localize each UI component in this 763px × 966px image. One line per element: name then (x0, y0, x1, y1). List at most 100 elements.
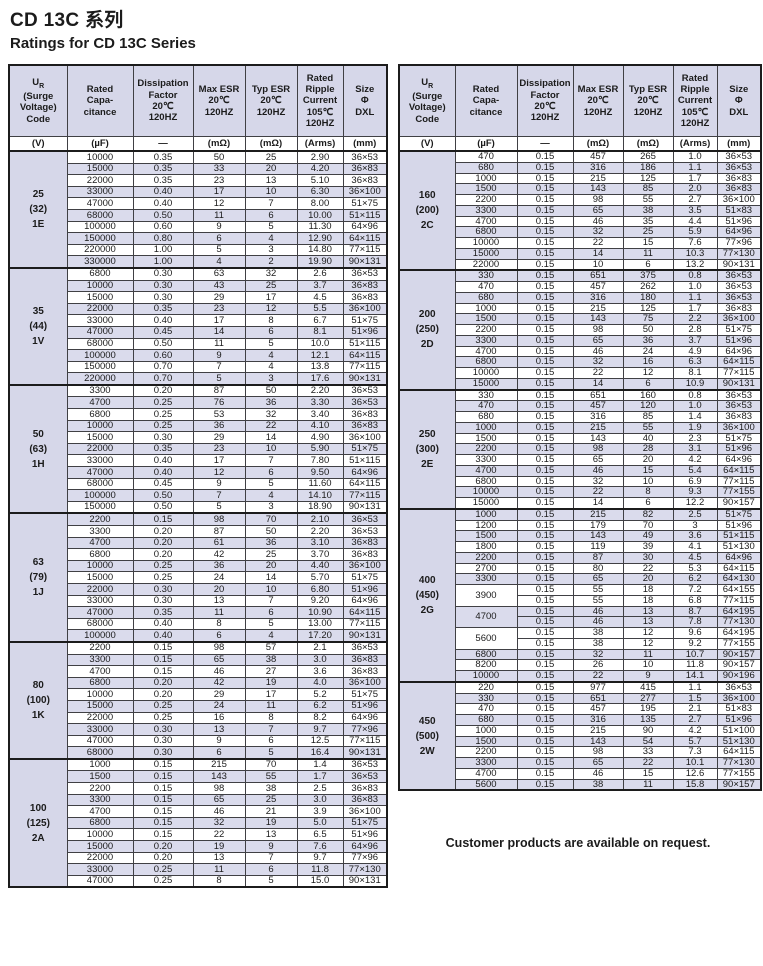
data-cell: 6 (622, 258, 674, 271)
data-cell: 2.90 (296, 150, 344, 164)
data-cell: 0.50 (132, 208, 194, 222)
data-cell: 98 (572, 194, 624, 206)
capacitance-cell: 15000 (66, 431, 134, 444)
voltage-code-line: 450 (418, 715, 436, 727)
data-cell: 77×96 (342, 851, 388, 865)
data-cell: 3 (672, 519, 718, 532)
data-cell: 36×83 (342, 408, 388, 421)
data-cell: 0.35 (132, 150, 194, 164)
data-cell: 24 (622, 345, 674, 358)
data-cell: 4.2 (672, 724, 718, 737)
data-cell: 13 (192, 594, 246, 608)
data-cell: 6 (244, 606, 298, 619)
capacitance-cell: 6800 (66, 548, 134, 561)
data-cell: 5.3 (672, 562, 718, 575)
table-head: UR (Surge Voltage) Code Rated Capa-citance Dis… (398, 64, 762, 152)
data-cell: 15.0 (296, 874, 344, 888)
data-cell: 90×157 (716, 648, 762, 661)
table-row: 33000 0.30 13 7 9.20 64×96 (9, 594, 388, 608)
data-cell: 457 (572, 281, 624, 293)
table-row: 2200 0.15 98 33 7.3 64×115 (399, 746, 762, 758)
capacitance-cell: 15000 (66, 571, 134, 584)
capacitance-cell: 2200 (454, 443, 518, 455)
data-cell: 18.90 (296, 500, 344, 514)
data-cell: 7.80 (296, 454, 344, 468)
data-cell: 77×115 (716, 367, 762, 379)
data-cell: 18 (622, 584, 674, 596)
data-cell: 977 (572, 681, 624, 694)
header-line: Rated (472, 83, 500, 95)
data-cell: 0.30 (132, 723, 194, 736)
data-cell: 0.15 (516, 681, 574, 694)
unit-cell: (Arms) (672, 136, 718, 152)
data-cell: 77×115 (716, 475, 762, 488)
data-cell: 77×155 (716, 767, 762, 780)
unit-cell: (mm) (342, 136, 388, 152)
data-cell: 0.15 (516, 269, 574, 283)
data-cell: 0.15 (516, 475, 574, 488)
data-cell: 7 (244, 197, 298, 210)
capacitance-cell: 10000 (66, 419, 134, 433)
capacitance-cell: 22000 (66, 174, 134, 187)
data-cell: 0.15 (132, 793, 194, 807)
data-cell: 4.40 (296, 559, 344, 573)
data-cell: 14 (572, 247, 624, 260)
data-cell: 10.0 (296, 337, 344, 351)
data-cell: 12 (192, 197, 246, 210)
data-cell: 51×75 (342, 442, 388, 456)
capacitance-cell: 15000 (66, 699, 134, 713)
data-cell: 64×96 (716, 454, 762, 466)
data-cell: 2.7 (672, 714, 718, 726)
capacitance-cell: 1000 (454, 508, 518, 521)
capacitance-cell: 68000 (66, 617, 134, 631)
capacitance-cell: 1500 (454, 735, 518, 748)
unit-cell: (V) (398, 136, 456, 152)
data-cell: 0.15 (516, 247, 574, 260)
data-cell: 20 (244, 162, 298, 176)
data-cell: 22 (192, 828, 246, 842)
data-cell: 0.15 (516, 454, 574, 466)
data-cell: 6 (622, 496, 674, 510)
data-cell: 51×75 (342, 197, 388, 210)
table-row: 100000 0.40 6 4 17.20 90×131 (9, 629, 388, 643)
data-cell: 25 (244, 793, 298, 807)
data-cell: 19 (244, 816, 298, 830)
table-row: 22000 0.20 13 7 9.7 77×96 (9, 851, 388, 865)
data-cell: 0.15 (516, 746, 574, 758)
data-cell: 8.7 (672, 605, 718, 618)
table-row: 2200 0.15 87 30 4.5 64×96 (399, 551, 762, 564)
data-cell: 0.15 (516, 735, 574, 748)
voltage-code-cell: 400 (450) 2G (398, 508, 456, 683)
data-cell: 8.00 (296, 197, 344, 210)
data-cell: 90×131 (716, 377, 762, 391)
table-row: 22000 0.35 23 13 5.10 36×83 (9, 174, 388, 187)
page-title: CD 13C 系列 (10, 10, 124, 31)
data-cell: 7 (244, 851, 298, 865)
data-cell: 46 (572, 616, 624, 628)
unit-cell: (mΩ) (572, 136, 624, 152)
data-cell: 2.7 (672, 194, 718, 206)
data-cell: 32 (572, 648, 624, 661)
data-cell: 179 (572, 519, 624, 532)
table-row: 0.15 46 13 7.8 77×130 (399, 616, 762, 628)
capacitance-cell: 5600 (454, 778, 518, 791)
data-cell: 36×83 (716, 172, 762, 185)
data-cell: 1.7 (672, 302, 718, 315)
table-row: 4700 0.15 46 27 3.6 36×83 (9, 665, 388, 678)
data-cell: 10 (622, 475, 674, 488)
data-cell: 4.5 (672, 551, 718, 564)
voltage-code-line: 63 (32, 557, 44, 569)
table-row: 6800 0.15 32 10 6.9 77×115 (399, 475, 762, 488)
table-row: 330 0.15 651 277 1.5 36×100 (399, 692, 762, 705)
data-cell: 0.15 (516, 161, 574, 174)
table-row: 6800 0.20 42 25 3.70 36×83 (9, 548, 388, 561)
capacitance-cell: 3900 (454, 584, 518, 607)
table-row: 15000 0.20 19 9 7.6 64×96 (9, 840, 388, 853)
table-row: 5600 0.15 38 11 15.8 90×157 (399, 778, 762, 791)
data-cell: 12 (622, 367, 674, 379)
data-cell: 6 (192, 232, 246, 245)
table-row: 10000 0.15 22 15 7.6 77×96 (399, 237, 762, 249)
table-row: 4700 0.15 46 15 5.4 64×115 (399, 464, 762, 477)
data-cell: 6 (244, 734, 298, 748)
